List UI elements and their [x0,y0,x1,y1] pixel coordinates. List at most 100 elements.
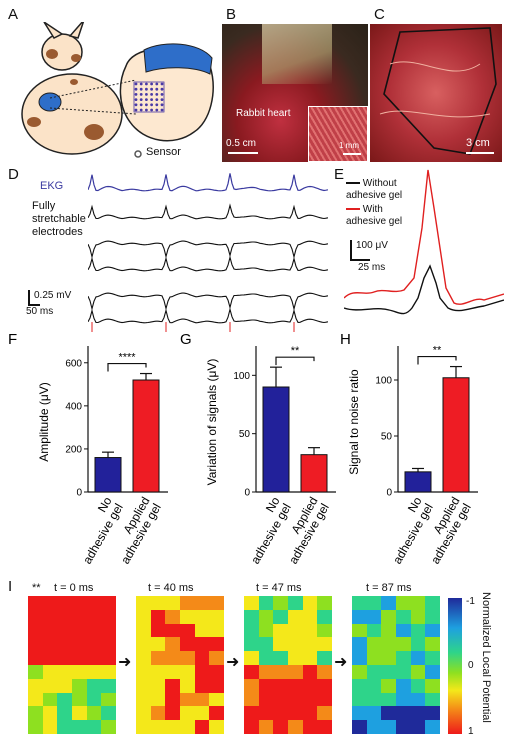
heatmap-cell [194,623,210,638]
heatmap-cell [72,706,87,721]
rabbit-heart-photo: Rabbit heart 0.5 cm 1 mm [222,24,368,162]
scale-e-time: 25 ms [358,262,386,273]
heatmap-cell [101,623,116,638]
scale-bar-d-h [28,304,40,306]
heatmap-cell [396,609,411,624]
heatmap-cell [28,637,43,652]
panel-letter: H [340,331,351,348]
heatmap-cell [366,706,382,721]
electrode-trace [88,203,328,220]
y-axis-label: Variation of signals (μV) [205,359,219,486]
scale-bar-e-h [350,259,370,261]
heatmap-cell [273,609,288,624]
heatmap-cell [352,651,367,665]
heatmap-cell [317,609,332,624]
heatmap-cell [209,623,224,638]
significance-bracket [275,356,315,366]
heatmap-cell [150,678,166,693]
category-label: Noadhesive gel [69,494,126,566]
scale-c: 3 cm [466,137,490,149]
heatmap-cell [72,596,87,610]
heatmap-cell [425,692,440,707]
y-tick-label: 400 [65,401,82,412]
heatmap-cell [425,665,440,679]
heatmap-cell [352,678,367,693]
heatmap-cell [86,609,102,624]
heatmap-cell [86,637,102,652]
panel-i-letter: I [8,578,13,595]
heatmap-cell [72,720,87,734]
heatmap-cell [244,720,259,734]
heatmap-cell [42,692,58,707]
heatmap-cell [258,596,274,610]
bar [132,379,160,493]
heatmap-cell [57,665,72,679]
heatmap-cell [410,665,426,679]
electrode-trace [88,307,328,324]
heatmap-cell [244,678,259,693]
heatmap-cell [150,706,166,721]
y-tick-label: 0 [386,488,392,499]
y-tick-label: 50 [381,432,393,443]
heatmap-cell [72,651,87,665]
colorbar-label: Normalized Local Potential [480,592,492,723]
heatmap-cell [57,651,72,665]
significance-bracket [417,355,457,365]
heatmap-cell [366,720,382,734]
panel-i-stars: ** [32,582,41,594]
heatmap-cell [194,678,210,693]
heatmap-cell [180,596,195,610]
heatmap-cell [288,609,303,624]
heatmap-cell [396,692,411,707]
scale-bar-d [28,290,30,304]
heatmap-cell [101,609,116,624]
heatmap-cell [258,665,274,679]
heatmap-cell [396,596,411,610]
heatmap-cell [244,706,259,721]
heatmap-cell [273,596,288,610]
heatmap-cell [150,623,166,638]
heatmap-cell [180,623,195,638]
heatmap-cell [302,706,318,721]
heatmap-cell [28,678,43,693]
heatmap-cell [57,706,72,721]
rabbit-heart-label: Rabbit heart [236,108,291,119]
heatmap-cell [381,692,396,707]
heatmap-cell [381,637,396,652]
heatmap-cell [273,678,288,693]
heatmap-cell [352,665,367,679]
heatmap-cell [288,665,303,679]
heatmap-cell [209,706,224,721]
heatmap-cell [72,678,87,693]
heatmap-cell [396,651,411,665]
heatmap-cell [302,609,318,624]
colorbar-tick-bot: 1 [468,726,474,737]
heatmap-cell [273,692,288,707]
bar [442,377,470,493]
heatmap-cell [150,665,166,679]
heatmap-cell [352,637,367,652]
heatmap-cell [381,720,396,734]
heatmap-cell [244,692,259,707]
significance-bracket [107,362,147,372]
legend-with: With adhesive gel [346,204,403,227]
colorbar [448,598,462,734]
heatmap-cell [86,651,102,665]
heatmap-cell [136,706,151,721]
heatmap-cell [194,609,210,624]
heatmap-cell [396,623,411,638]
heatmap-cell [180,692,195,707]
heatmap-cell [425,678,440,693]
y-tick-label: 100 [233,371,250,382]
heatmap-cell [42,596,58,610]
heatmap-cell [165,609,180,624]
heatmap-cell [244,609,259,624]
y-tick-label: 600 [65,358,82,369]
heatmap-cell [410,623,426,638]
heatmap-cell [381,623,396,638]
heatmap-cell [136,637,151,652]
heatmap-cell [136,596,151,610]
heatmap-cell [258,678,274,693]
heatmap-cell [258,623,274,638]
heatmap-cell [302,665,318,679]
